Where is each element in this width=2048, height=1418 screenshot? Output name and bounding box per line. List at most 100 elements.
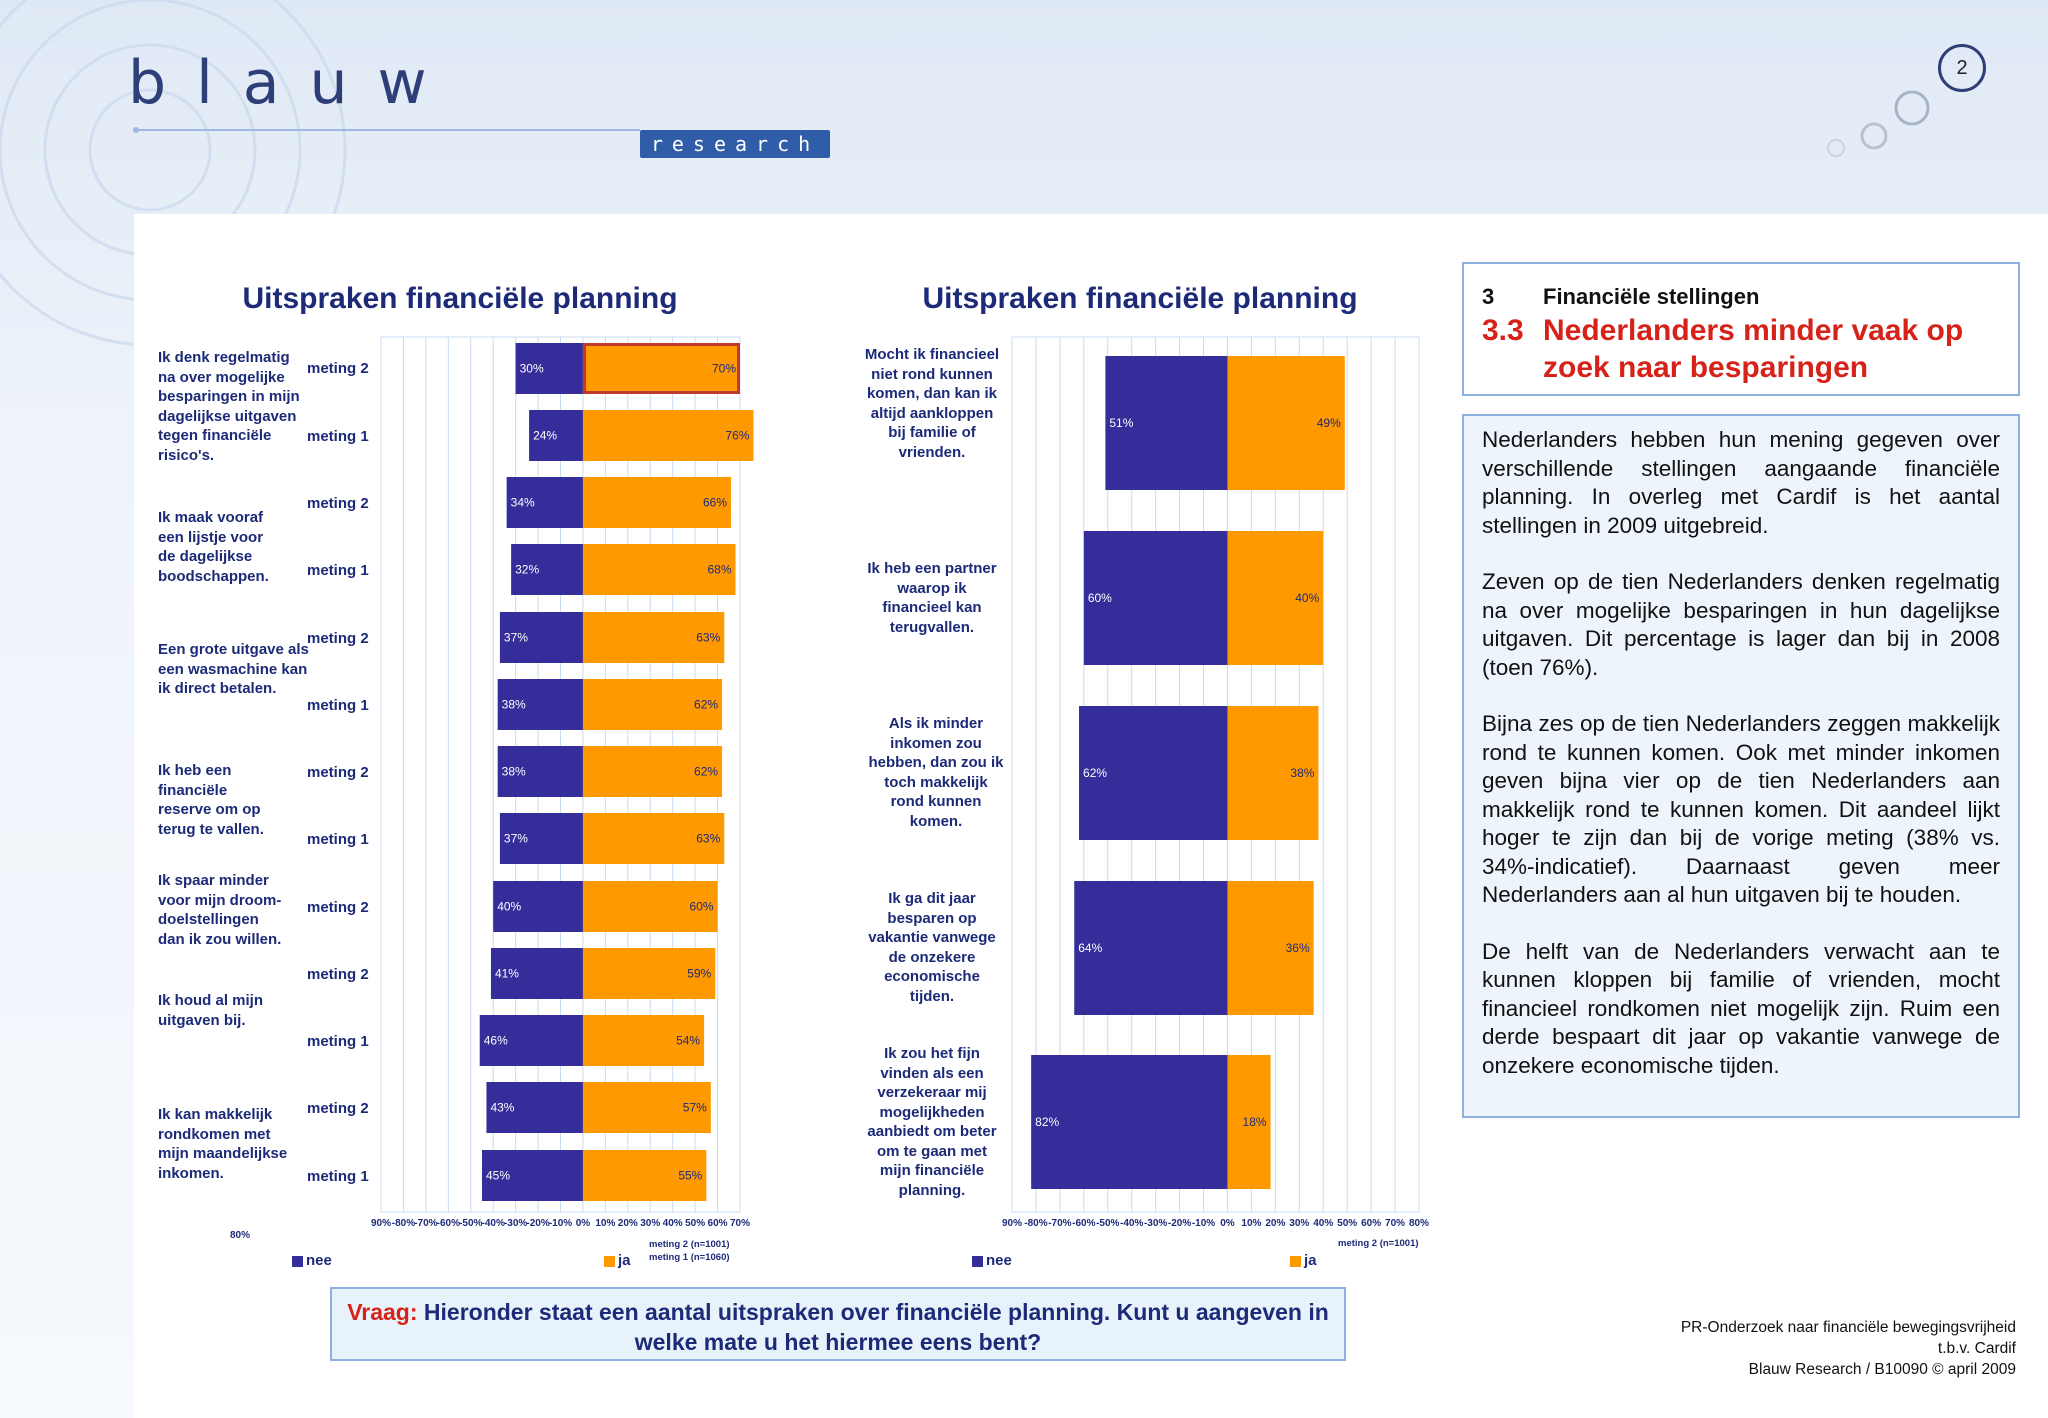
- bar-ja: [582, 544, 736, 595]
- question-text: Hieronder staat een aantal uitspraken ov…: [423, 1299, 1329, 1355]
- summary-box: Nederlanders hebben hun mening gegeven o…: [1462, 414, 2020, 1118]
- chart-1-statement-2: Ik maak vooraf een lijstje voor de dagel…: [158, 509, 269, 585]
- page-number: 2: [1938, 44, 1986, 92]
- data-label-nee: 37%: [504, 832, 528, 846]
- data-label-nee: 24%: [533, 429, 557, 443]
- bar-nee: [511, 544, 583, 595]
- tick-label: 10%: [595, 1218, 615, 1229]
- legend-ja-label: ja: [618, 1252, 631, 1269]
- chart-1-notes: meting 2 (n=1001) meting 1 (n=1060): [649, 1238, 730, 1264]
- data-label-ja: 54%: [676, 1034, 700, 1048]
- logo-blauw: blauw: [128, 48, 457, 118]
- bar-ja: [582, 1150, 707, 1201]
- meting-label: meting 2: [307, 1100, 369, 1117]
- meting-label: meting 1: [307, 697, 369, 714]
- chart-2-statement-2: Ik heb een partner waarop ik financieel …: [867, 560, 997, 636]
- summary-paragraph: Nederlanders hebben hun mening gegeven o…: [1482, 427, 2000, 538]
- legend-ja-swatch: [1290, 1255, 1301, 1267]
- bar-nee: [515, 343, 583, 394]
- data-label-ja: 62%: [694, 765, 718, 779]
- data-label-ja: 76%: [725, 429, 749, 443]
- section-number: 3: [1482, 284, 1495, 309]
- data-label-ja: 63%: [696, 631, 720, 645]
- meting-label: meting 2: [307, 966, 369, 983]
- meting-label: meting 2: [307, 630, 369, 647]
- bar-nee: [529, 410, 583, 461]
- chart-2-statement-3: Als ik minder inkomen zou hebben, dan zo…: [868, 715, 1004, 830]
- data-label-nee: 38%: [502, 698, 526, 712]
- tick-label: 30%: [640, 1218, 660, 1229]
- stray-label: 80%: [230, 1230, 251, 1241]
- meting-label: meting 2: [307, 495, 369, 512]
- section-title-line-2: zoek naar besparingen: [1543, 351, 1869, 384]
- meting-label: meting 1: [307, 831, 369, 848]
- bar-ja: [582, 1015, 705, 1066]
- meting-label: meting 1: [307, 562, 369, 579]
- meting-label: meting 1: [307, 1168, 369, 1185]
- tick-label: -50%: [459, 1218, 482, 1229]
- legend-ja: ja: [604, 1252, 631, 1269]
- footer-line-1: PR-Onderzoek naar financiële bewegingsvr…: [1680, 1319, 2016, 1336]
- meting-label: meting 2: [307, 899, 369, 916]
- bar-nee: [490, 948, 583, 999]
- bar-ja: [582, 1082, 711, 1133]
- chart-2-statement-5: Ik zou het fijn vinden als een verzekera…: [867, 1045, 997, 1199]
- meting-label: meting 2: [307, 360, 369, 377]
- legend-nee-label: nee: [986, 1252, 1012, 1269]
- meting-label: meting 1: [307, 1033, 369, 1050]
- chart-1-statement-7: Ik kan makkelijk rondkomen met mijn maan…: [158, 1106, 288, 1182]
- chart-1-statement-4: Ik heb een financiële reserve om op teru…: [158, 762, 264, 838]
- tick-label: 0%: [576, 1218, 591, 1229]
- bar-nee: [499, 813, 583, 864]
- tick-label: 90%: [371, 1218, 391, 1229]
- bar-ja: [582, 746, 723, 797]
- data-label-ja: 62%: [694, 698, 718, 712]
- chart-2-title: Uitspraken financiële planning: [922, 282, 1358, 315]
- tick-label: 50%: [685, 1218, 705, 1229]
- bar-nee: [499, 612, 583, 663]
- data-label-ja: 55%: [678, 1169, 702, 1183]
- data-label-nee: 32%: [515, 563, 539, 577]
- bar-nee: [493, 881, 583, 932]
- data-label-nee: 46%: [484, 1034, 508, 1048]
- chart-2-note: meting 2 (n=1001): [1338, 1238, 1419, 1249]
- data-label-ja: 63%: [696, 832, 720, 846]
- bar-nee: [479, 1015, 583, 1066]
- data-label-ja: 66%: [703, 496, 727, 510]
- footer-line-2: t.b.v. Cardif: [1937, 1340, 2016, 1357]
- tick-label: -10%: [549, 1218, 572, 1229]
- legend-ja-swatch: [604, 1255, 615, 1267]
- legend-nee-swatch: [972, 1255, 983, 1267]
- summary-paragraph: De helft van de Nederlanders verwacht aa…: [1482, 938, 2000, 1078]
- footer-line-3: Blauw Research / B10090 © april 2009: [1748, 1361, 2016, 1378]
- bar-nee: [486, 1082, 583, 1133]
- question-prefix: Vraag:: [347, 1299, 418, 1325]
- chart-2-statement-1: Mocht ik financieel niet rond kunnen kom…: [864, 346, 1000, 461]
- data-label-nee: 30%: [520, 362, 544, 376]
- chart-1-statement-3: Een grote uitgave als een wasmachine kan…: [158, 641, 309, 697]
- tick-label: 70%: [730, 1218, 750, 1229]
- note: meting 1 (n=1060): [649, 1252, 730, 1263]
- data-label-ja: 60%: [690, 900, 714, 914]
- data-label-nee: 40%: [497, 900, 521, 914]
- summary-paragraph: Bijna zes op de tien Nederlanders zeggen…: [1482, 711, 2000, 907]
- bar-ja: [582, 343, 740, 394]
- logo-research: research: [640, 130, 830, 158]
- note: meting 2 (n=1001): [649, 1239, 730, 1250]
- legend-nee-swatch: [292, 1255, 303, 1267]
- summary-text: Nederlanders hebben hun mening gegeven o…: [1482, 426, 2000, 1108]
- legend-nee: nee: [292, 1252, 332, 1269]
- chart-1-statement-5: Ik spaar minder voor mijn droom-doelstel…: [158, 872, 282, 948]
- footer: PR-Onderzoek naar financiële bewegingsvr…: [1560, 1317, 2016, 1380]
- tick-label: -70%: [414, 1218, 437, 1229]
- data-label-nee: 34%: [511, 496, 535, 510]
- data-label-nee: 38%: [502, 765, 526, 779]
- data-label-nee: 45%: [486, 1169, 510, 1183]
- bar-nee: [497, 679, 583, 730]
- bar-ja: [582, 410, 754, 461]
- data-label-ja: 59%: [687, 967, 711, 981]
- meting-label: meting 1: [307, 428, 369, 445]
- summary-paragraph: Zeven op de tien Nederlanders denken reg…: [1482, 569, 2000, 680]
- bar-ja: [582, 948, 716, 999]
- section-title-line-1: Nederlanders minder vaak op: [1543, 314, 1964, 347]
